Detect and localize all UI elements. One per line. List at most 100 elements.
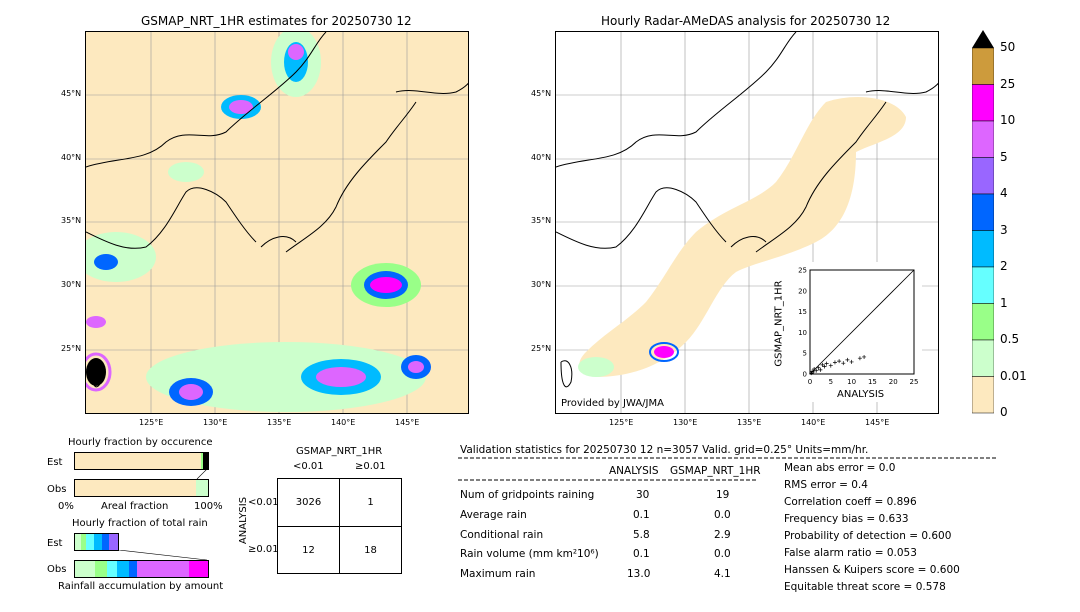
colorbar-tick-label: 25 bbox=[1000, 76, 1016, 91]
right-lat-tick: 35°N bbox=[531, 216, 552, 225]
validation-col1: ANALYSIS bbox=[609, 465, 659, 477]
validation-row-b: 2.9 bbox=[714, 529, 731, 541]
right-lon-tick: 145°E bbox=[865, 418, 890, 427]
score-line: Equitable threat score = 0.578 bbox=[784, 581, 946, 593]
amount-xlabel: Rainfall accumulation by amount bbox=[58, 581, 224, 592]
validation-row-label: Average rain bbox=[460, 509, 527, 521]
validation-row-b: 0.0 bbox=[714, 548, 731, 560]
colorbar-tick-label: 5 bbox=[1000, 149, 1008, 164]
left-lat-tick: 25°N bbox=[61, 344, 82, 353]
scatter-diagonal bbox=[809, 269, 915, 375]
validation-row-a: 5.8 bbox=[633, 529, 650, 541]
colorbar-extend-arrow bbox=[972, 30, 994, 48]
scatter-ylabel: GSMAP_NRT_1HR bbox=[773, 280, 785, 367]
validation-row-label: Conditional rain bbox=[460, 529, 544, 541]
right-lat-tick: 45°N bbox=[531, 89, 552, 98]
scatter-point bbox=[812, 367, 817, 372]
scatter-point bbox=[811, 369, 816, 374]
score-line: Frequency bias = 0.633 bbox=[784, 513, 909, 525]
colorbar-segment bbox=[971, 339, 995, 377]
colorbar-segment bbox=[971, 303, 995, 341]
validation-row-label: Num of gridpoints raining bbox=[460, 489, 595, 501]
amount-title: Hourly fraction of total rain bbox=[72, 518, 208, 529]
validation-divider bbox=[458, 457, 998, 459]
scatter-y-tick: 20 bbox=[798, 287, 807, 295]
amount-est-label: Est bbox=[47, 538, 63, 549]
colorbar-segment bbox=[971, 266, 995, 304]
left-lat-tick: 35°N bbox=[61, 216, 82, 225]
occurrence-x-left: 0% bbox=[58, 501, 74, 512]
scatter-point bbox=[837, 359, 842, 364]
colorbar-tick-label: 0 bbox=[1000, 405, 1008, 419]
occurrence-title: Hourly fraction by occurence bbox=[68, 437, 213, 448]
right-lat-tick: 30°N bbox=[531, 280, 552, 289]
right-map-title: Hourly Radar-AMeDAS analysis for 2025073… bbox=[601, 14, 891, 28]
validation-row-b: 4.1 bbox=[714, 568, 731, 580]
occurrence-x-mid: Areal fraction bbox=[101, 501, 169, 512]
colorbar-tick-label: 4 bbox=[1000, 186, 1008, 200]
occurrence-connector bbox=[196, 469, 208, 479]
colorbar-tick-label: 10 bbox=[1000, 113, 1016, 127]
validation-col2: GSMAP_NRT_1HR bbox=[670, 465, 761, 477]
scatter-x-tick: 15 bbox=[868, 378, 877, 386]
left-map-title: GSMAP_NRT_1HR estimates for 20250730 12 bbox=[141, 14, 412, 28]
contingency-d: 18 bbox=[364, 544, 377, 556]
contingency-title: GSMAP_NRT_1HR bbox=[296, 446, 383, 457]
right-lat-tick: 25°N bbox=[531, 344, 552, 353]
right-lon-tick: 130°E bbox=[673, 418, 698, 427]
left-map-canvas bbox=[86, 32, 468, 413]
score-line: Mean abs error = 0.0 bbox=[784, 462, 896, 474]
occurrence-est-bar bbox=[74, 452, 209, 470]
scatter-point bbox=[820, 362, 825, 367]
scatter-y-tick: 25 bbox=[798, 267, 807, 275]
scatter-x-tick: 5 bbox=[829, 378, 833, 386]
colorbar-segment bbox=[971, 47, 995, 85]
colorbar-tick-label: 0.01 bbox=[1000, 368, 1027, 383]
scatter-x-tick: 10 bbox=[847, 378, 856, 386]
amount-connector bbox=[118, 550, 208, 560]
occurrence-obs-label: Obs bbox=[47, 484, 67, 495]
colorbar-segment bbox=[971, 230, 995, 268]
right-lon-tick: 140°E bbox=[801, 418, 826, 427]
scatter-point bbox=[845, 357, 850, 362]
colorbar-segment bbox=[971, 193, 995, 231]
occurrence-est-label: Est bbox=[47, 457, 63, 468]
scatter-point bbox=[818, 367, 823, 372]
scatter-point bbox=[824, 361, 829, 366]
scatter-point bbox=[816, 365, 821, 370]
scatter-plot: 00 5 5 10 10 15 15 20 20 25 25 bbox=[798, 267, 918, 387]
colorbar-svg bbox=[971, 30, 995, 414]
validation-row-a: 0.1 bbox=[633, 509, 650, 521]
colorbar-segment bbox=[971, 376, 995, 414]
score-line: Correlation coeff = 0.896 bbox=[784, 496, 917, 508]
colorbar bbox=[971, 30, 995, 414]
validation-row-a: 30 bbox=[636, 489, 650, 501]
scatter-x-tick: 0 bbox=[808, 378, 812, 386]
score-line: RMS error = 0.4 bbox=[784, 479, 868, 491]
colorbar-tick-label: 2 bbox=[1000, 259, 1008, 273]
credit-text: Provided by JWA/JMA bbox=[561, 398, 664, 409]
left-lat-tick: 45°N bbox=[61, 89, 82, 98]
scatter-frame bbox=[809, 269, 915, 375]
scatter-point bbox=[822, 364, 827, 369]
amount-obs-label: Obs bbox=[47, 564, 67, 575]
colorbar-segment bbox=[971, 120, 995, 158]
score-line: False alarm ratio = 0.053 bbox=[784, 547, 917, 559]
left-map bbox=[85, 31, 469, 414]
left-lon-tick: 125°E bbox=[139, 418, 164, 427]
contingency-c: 12 bbox=[302, 544, 315, 556]
validation-header: Validation statistics for 20250730 12 n=… bbox=[460, 444, 869, 456]
amount-obs-bar bbox=[74, 560, 209, 578]
contingency-col-ge: ≥0.01 bbox=[355, 461, 386, 472]
scatter-inset: 0 0 5 5 10 10 15 15 20 20 25 25 bbox=[780, 262, 922, 402]
validation-row-b: 0.0 bbox=[714, 509, 731, 521]
scatter-y-tick: 15 bbox=[798, 308, 807, 316]
validation-row-a: 0.1 bbox=[633, 548, 650, 560]
right-lat-tick: 40°N bbox=[531, 153, 552, 162]
left-lon-tick: 130°E bbox=[203, 418, 228, 427]
scatter-point bbox=[814, 368, 819, 373]
scatter-point bbox=[841, 361, 846, 366]
score-line: Probability of detection = 0.600 bbox=[784, 530, 952, 542]
scatter-x-tick: 20 bbox=[889, 378, 898, 386]
colorbar-tick-label: 50 bbox=[1000, 40, 1016, 54]
